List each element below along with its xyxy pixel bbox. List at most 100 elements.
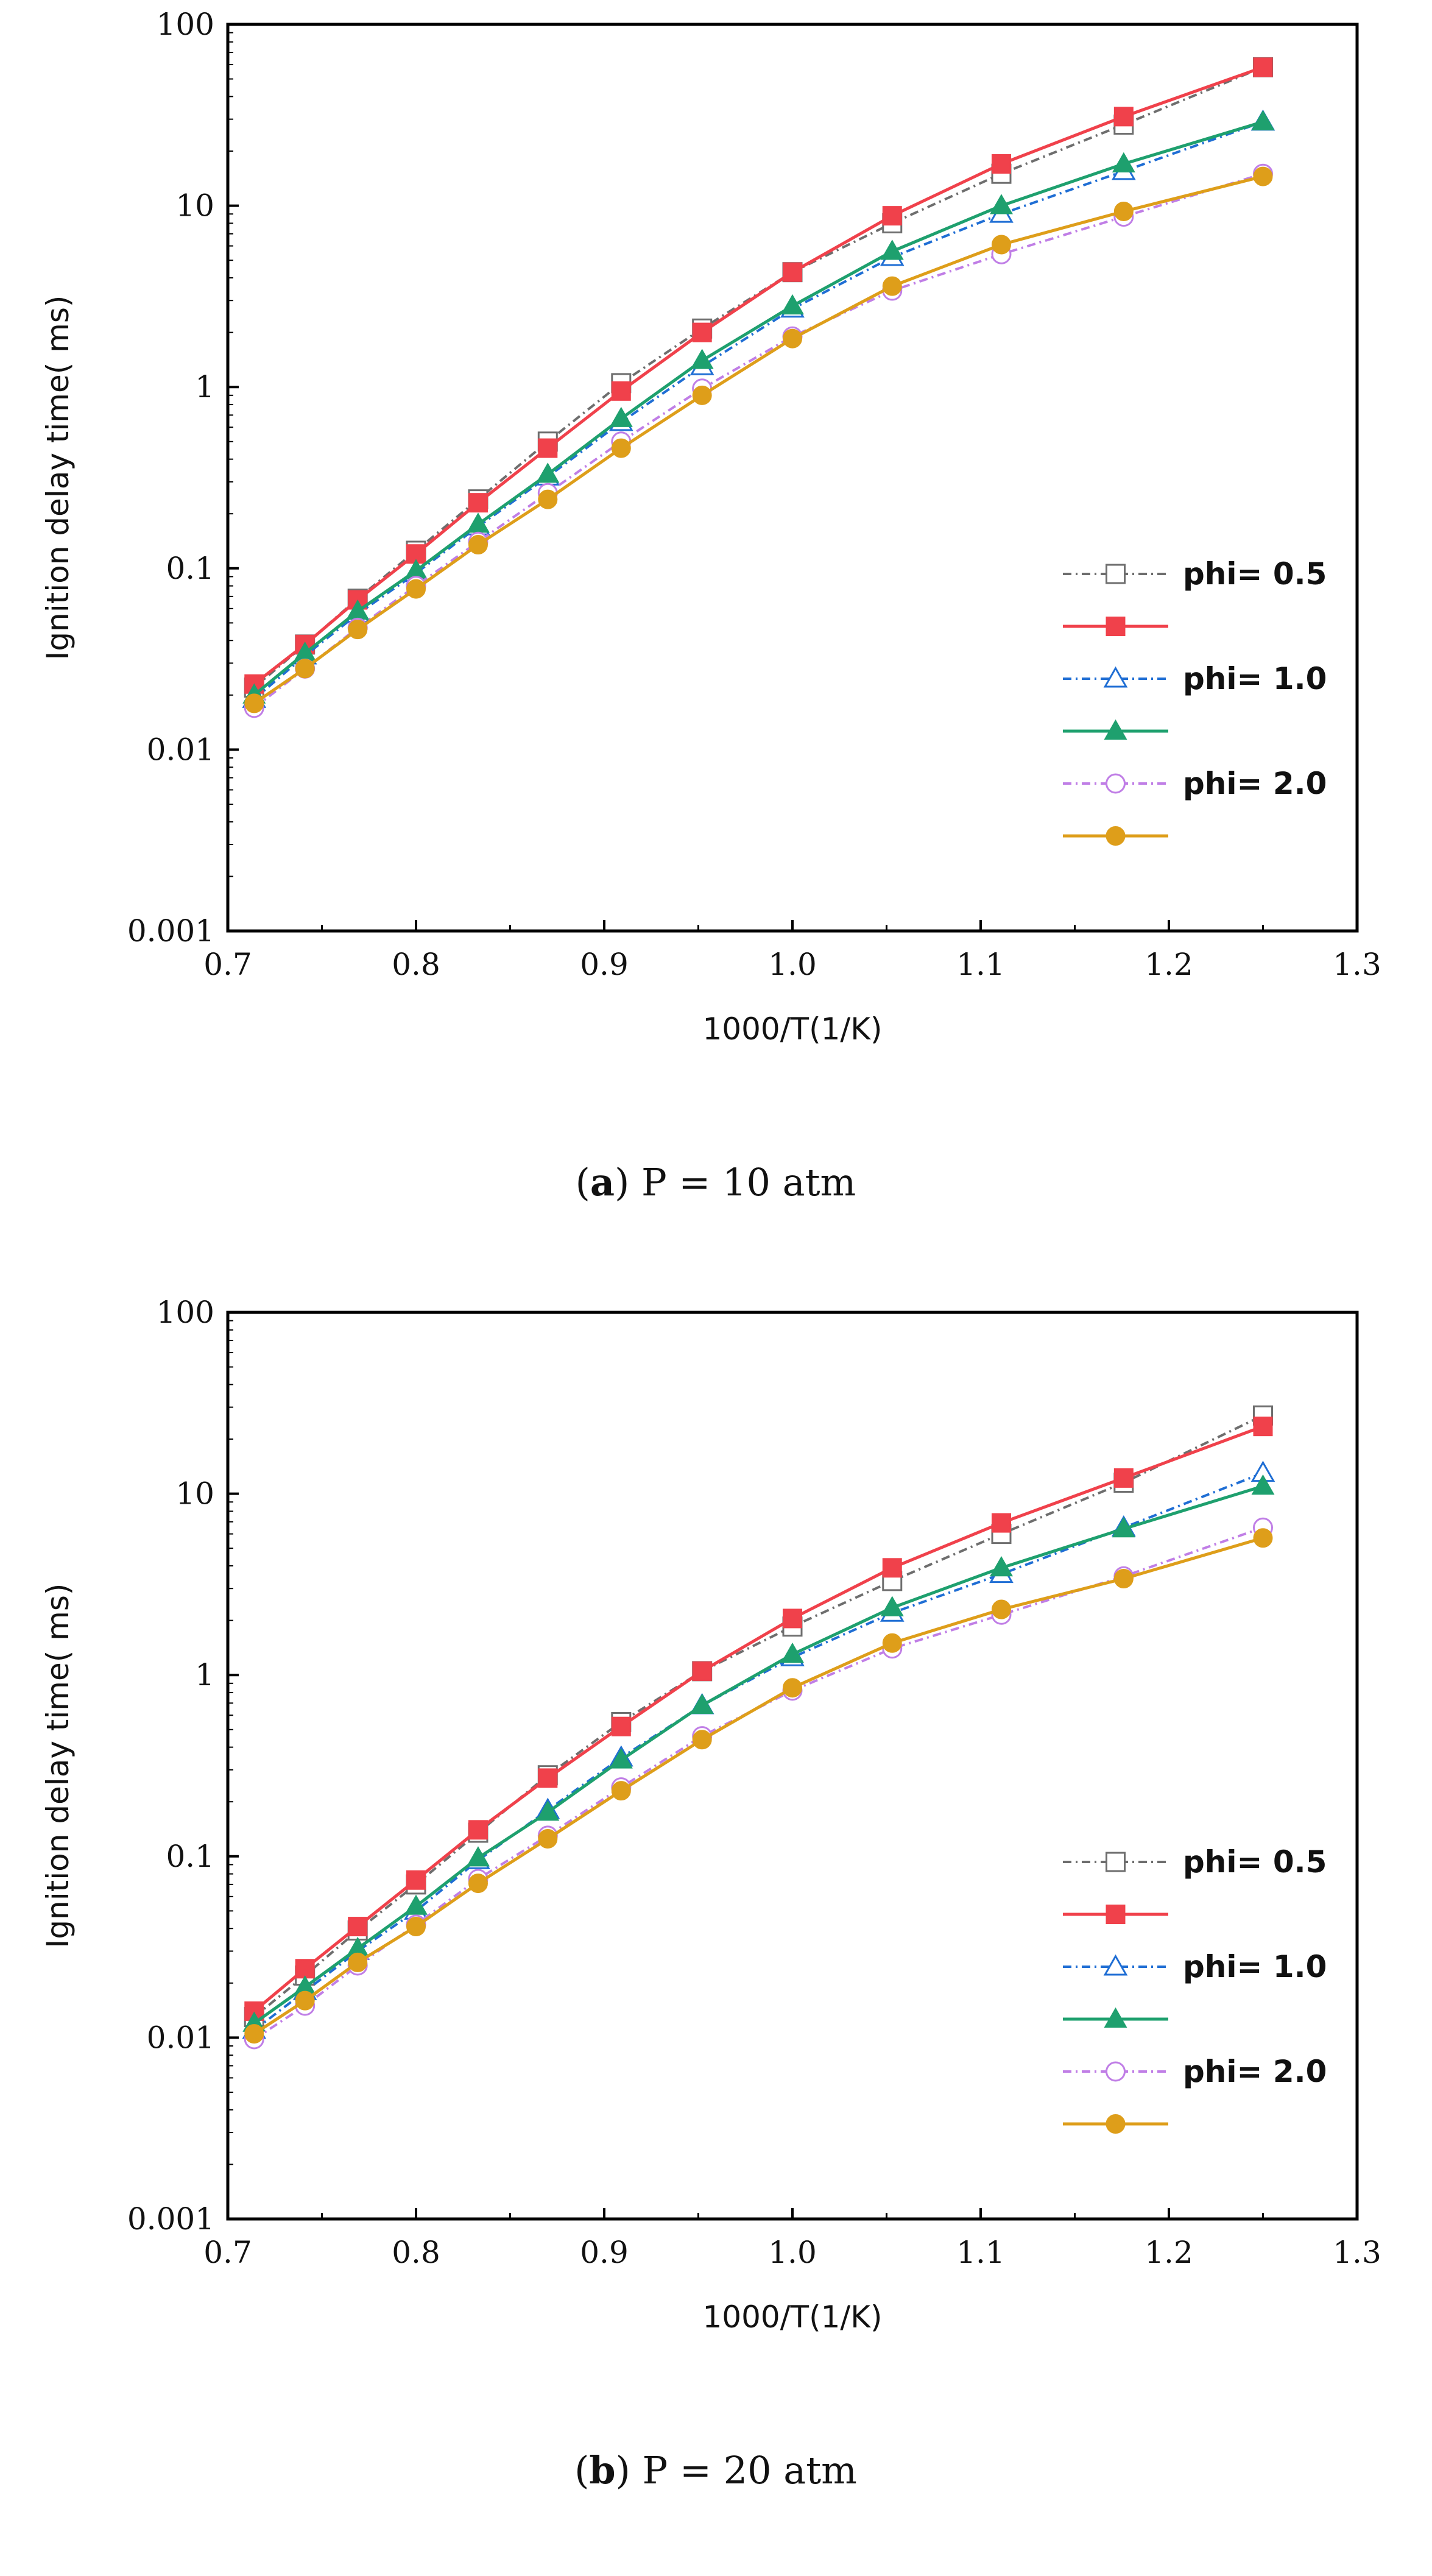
legend-marker bbox=[1104, 2007, 1127, 2028]
y-tick-label: 100 bbox=[157, 7, 214, 42]
y-axis-label: Ignition delay time( ms) bbox=[40, 1583, 76, 1948]
data-point bbox=[880, 1596, 904, 1616]
data-point bbox=[1113, 1468, 1134, 1488]
legend-marker bbox=[1106, 564, 1126, 584]
legend-marker bbox=[1103, 666, 1128, 688]
series-5 bbox=[244, 1528, 1273, 2044]
data-point bbox=[295, 1959, 315, 1979]
data-point bbox=[882, 1558, 902, 1578]
legend-label: phi= 1.0 bbox=[1183, 1949, 1327, 1984]
legend-marker bbox=[1106, 617, 1126, 636]
data-point bbox=[406, 1917, 426, 1937]
series-line-3 bbox=[253, 1484, 1264, 2025]
data-point bbox=[244, 2024, 264, 2044]
data-point bbox=[783, 328, 802, 349]
data-point bbox=[1251, 1474, 1275, 1495]
series-line-1 bbox=[253, 66, 1264, 685]
series-line-2 bbox=[253, 1471, 1264, 2031]
series-1 bbox=[244, 57, 1273, 694]
y-tick-label: 0.01 bbox=[147, 2020, 214, 2055]
legend: phi= 0.5 phi= 1.0 phi= 2.0 bbox=[1063, 556, 1327, 846]
legend-marker bbox=[1106, 773, 1126, 794]
chart-panel-a: 0.7 0.8 0.9 1.0 1.1 1.2 1.3 0.001 0.01 0.1 1 10 100 1… bbox=[40, 7, 1381, 1205]
data-point bbox=[611, 1716, 631, 1736]
data-point bbox=[466, 1846, 490, 1867]
y-tick-label: 0.01 bbox=[147, 732, 214, 767]
y-tick-label: 0.001 bbox=[127, 2201, 214, 2237]
x-tick-label: 1.3 bbox=[1333, 2235, 1381, 2270]
data-point bbox=[1112, 1517, 1135, 1538]
data-point bbox=[468, 493, 488, 513]
legend-marker bbox=[1103, 1954, 1128, 1976]
data-point bbox=[692, 1661, 712, 1681]
y-tick-label: 0.1 bbox=[166, 551, 214, 586]
data-point bbox=[1112, 152, 1135, 172]
data-point bbox=[244, 693, 264, 713]
y-tick-label: 1 bbox=[195, 369, 214, 405]
data-point bbox=[468, 1874, 488, 1894]
data-point bbox=[692, 1730, 712, 1750]
caption-text: P = 20 atm bbox=[643, 2448, 857, 2493]
legend-item bbox=[1063, 1905, 1168, 1924]
x-tick-label: 0.8 bbox=[392, 947, 440, 982]
series-line-3 bbox=[253, 120, 1264, 696]
data-point bbox=[1113, 1569, 1134, 1589]
y-tick-label: 10 bbox=[175, 188, 214, 224]
data-point bbox=[406, 1870, 426, 1890]
caption-paren: ( bbox=[576, 1160, 590, 1205]
data-point bbox=[991, 1513, 1011, 1533]
data-point bbox=[783, 262, 802, 282]
data-point bbox=[882, 206, 902, 226]
x-tick-label: 1.0 bbox=[768, 2235, 817, 2270]
figure-caption: (b) P = 20 atm bbox=[574, 2448, 857, 2493]
y-tick-label: 0.1 bbox=[166, 1839, 214, 1874]
data-point bbox=[536, 462, 560, 483]
legend-label: phi= 2.0 bbox=[1183, 766, 1327, 801]
data-point bbox=[991, 154, 1011, 174]
plot-area bbox=[242, 57, 1275, 718]
data-point bbox=[348, 1917, 368, 1937]
x-tick-label: 0.7 bbox=[203, 947, 252, 982]
legend-item bbox=[1063, 617, 1168, 636]
data-point bbox=[990, 1556, 1013, 1577]
data-point bbox=[882, 276, 902, 296]
x-tick-label: 1.3 bbox=[1333, 947, 1381, 982]
data-point bbox=[781, 294, 804, 315]
legend-item: phi= 2.0 bbox=[1063, 2054, 1327, 2089]
data-point bbox=[880, 239, 904, 260]
legend-item bbox=[1063, 826, 1168, 846]
data-point bbox=[538, 489, 558, 509]
chart-b: 0.7 0.8 0.9 1.0 1.1 1.2 1.3 0.001 0.01 0.1 1 10 100 1… bbox=[40, 1295, 1381, 2493]
series-line-0 bbox=[253, 1414, 1264, 2019]
x-axis-label: 1000/T(1/K) bbox=[702, 1011, 882, 1047]
legend-item: phi= 1.0 bbox=[1063, 661, 1327, 696]
legend-marker bbox=[1104, 719, 1127, 740]
legend-marker bbox=[1106, 2061, 1126, 2082]
legend-item bbox=[1063, 719, 1168, 740]
data-point bbox=[990, 194, 1013, 214]
legend-item: phi= 0.5 bbox=[1063, 1844, 1327, 1880]
figure-caption: (a) P = 10 atm bbox=[576, 1160, 856, 1205]
x-tick-label: 1.1 bbox=[956, 947, 1005, 982]
caption-paren: ) bbox=[615, 1160, 641, 1205]
legend-marker bbox=[1106, 1905, 1126, 1924]
data-point bbox=[1253, 57, 1273, 77]
caption-paren: ( bbox=[574, 2448, 589, 2493]
data-point bbox=[1113, 201, 1134, 221]
series-1 bbox=[244, 1417, 1273, 2021]
data-point bbox=[538, 438, 558, 458]
data-point bbox=[348, 1952, 368, 1972]
chart-a: 0.7 0.8 0.9 1.0 1.1 1.2 1.3 0.001 0.01 0.1 1 10 100 1… bbox=[40, 7, 1381, 1205]
x-tick-label: 0.8 bbox=[392, 2235, 440, 2270]
x-tick-label: 0.9 bbox=[580, 2235, 629, 2270]
legend-item: phi= 1.0 bbox=[1063, 1949, 1327, 1984]
data-point bbox=[690, 1693, 714, 1714]
data-point bbox=[468, 535, 488, 555]
legend: phi= 0.5 phi= 1.0 phi= 2.0 bbox=[1063, 1844, 1327, 2134]
data-point bbox=[1253, 166, 1273, 186]
series-3 bbox=[242, 110, 1275, 704]
data-point bbox=[348, 620, 368, 640]
x-tick-label: 1.0 bbox=[768, 947, 817, 982]
data-point bbox=[611, 381, 631, 401]
data-point bbox=[882, 1633, 902, 1653]
